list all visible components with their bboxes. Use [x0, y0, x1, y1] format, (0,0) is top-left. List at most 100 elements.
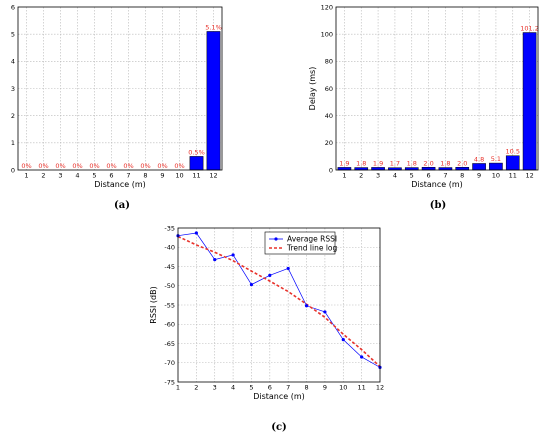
y-tick-label: -70 [164, 359, 175, 367]
y-tick-label: -65 [164, 340, 175, 348]
data-point-average-rssi [213, 257, 217, 262]
data-point-average-rssi [341, 338, 345, 342]
y-tick-label: 60 [325, 85, 333, 93]
y-tick-label: 0 [329, 166, 333, 174]
data-label: 0% [123, 162, 133, 170]
x-tick-label: 10 [175, 172, 183, 180]
y-tick-label: 4 [11, 58, 15, 66]
bar [505, 155, 520, 171]
y-tick-label: 100 [321, 30, 333, 38]
data-label: 4.8 [474, 155, 484, 163]
x-tick-label: 4 [75, 172, 79, 180]
y-tick-label: -55 [164, 301, 175, 309]
data-label: 1.9 [373, 159, 383, 167]
bar [522, 32, 537, 171]
y-tick-label: 20 [325, 139, 333, 147]
bar [472, 163, 486, 171]
panel-c-rssi: -35-40-45-50-55-60-65-70-751 2 3 4 5 6 7 8 9 10 11… [149, 224, 384, 401]
data-label: 1.7 [390, 160, 400, 168]
data-label: 2.0 [423, 159, 433, 167]
data-point-average-rssi [231, 253, 235, 257]
series-line-average-rssi [177, 232, 381, 368]
x-tick-label: 9 [323, 384, 327, 392]
legend-box [264, 231, 336, 255]
data-label: 1.9 [339, 159, 349, 167]
x-tick-label: 9 [160, 172, 164, 180]
x-tick-label: 8 [304, 384, 308, 392]
data-label: 0% [21, 162, 31, 170]
legend-label-average-rssi: Average RSSI [287, 235, 337, 244]
data-point-average-rssi [268, 273, 272, 277]
y-tick-label: 3 [11, 85, 15, 93]
data-label: 0.5% [188, 148, 205, 156]
y-tick-label: -50 [164, 282, 175, 290]
x-tick-label: 12 [209, 172, 217, 180]
x-tick-label: 8 [460, 172, 464, 180]
data-label: 10.5 [506, 148, 520, 156]
y-tick-label: -40 [164, 244, 175, 252]
data-label: 5.1% [205, 23, 222, 31]
x-tick-label: 10 [339, 384, 347, 392]
y-tick-label: -75 [164, 378, 175, 386]
data-label: 2.0 [457, 159, 467, 167]
series-line-trend [177, 235, 381, 368]
bar [189, 156, 204, 171]
x-tick-label: 12 [376, 384, 384, 392]
x-tick-label: 6 [427, 172, 431, 180]
data-label: 0% [89, 162, 99, 170]
x-tick-label: 7 [443, 172, 447, 180]
data-point-average-rssi [249, 282, 254, 287]
plot-frame [17, 6, 223, 171]
x-tick-label: 7 [126, 172, 130, 180]
y-tick-label: 2 [11, 112, 15, 120]
bar [421, 167, 436, 171]
x-tick-label: 3 [58, 172, 62, 180]
data-label: 101.2 [520, 25, 539, 33]
legend-label-trend: Trend line log [286, 244, 338, 253]
x-tick-label: 4 [231, 384, 235, 392]
x-tick-label: 1 [176, 384, 180, 392]
data-label: 0% [38, 162, 48, 170]
caption-a: (a) [114, 200, 130, 211]
bar [455, 167, 470, 171]
y-tick-label: -45 [164, 263, 175, 271]
caption-c: (c) [271, 422, 287, 433]
x-tick-label: 6 [268, 384, 272, 392]
data-label: 0% [55, 162, 65, 170]
y-tick-label: 40 [325, 112, 333, 120]
x-tick-label: 1 [24, 172, 28, 180]
y-tick-label: 5 [11, 30, 15, 38]
y-axis-label: Delay (ms) [308, 67, 317, 111]
x-tick-label: 7 [286, 384, 290, 392]
data-point-average-rssi [304, 304, 309, 308]
data-point-average-rssi [323, 310, 327, 314]
x-tick-label: 2 [359, 172, 363, 180]
data-label: 0% [106, 162, 116, 170]
x-tick-label: 2 [194, 384, 198, 392]
data-label: 1.8 [407, 160, 417, 168]
x-tick-label: 12 [525, 172, 533, 180]
y-tick-label: -35 [164, 224, 175, 232]
x-tick-label: 11 [357, 384, 365, 392]
data-label: 0% [72, 162, 82, 170]
data-label: 0% [157, 162, 167, 170]
x-axis-label: Distance (m) [411, 180, 463, 189]
x-tick-label: 3 [213, 384, 217, 392]
data-label: 1.8 [356, 160, 366, 168]
data-label: 0% [174, 162, 184, 170]
y-tick-label: 120 [321, 3, 333, 11]
legend-marker-average-rssi [274, 237, 278, 241]
x-tick-label: 1 [342, 172, 346, 180]
x-tick-label: 2 [41, 172, 45, 180]
data-point-average-rssi [194, 231, 198, 235]
y-tick-label: 80 [325, 58, 333, 66]
data-label: 0% [140, 162, 150, 170]
x-tick-label: 8 [143, 172, 147, 180]
data-point-average-rssi [360, 355, 364, 359]
y-tick-label: 1 [11, 139, 15, 147]
x-tick-label: 11 [192, 172, 200, 180]
data-label: 5.1 [491, 155, 501, 163]
plot-frame [177, 227, 381, 383]
